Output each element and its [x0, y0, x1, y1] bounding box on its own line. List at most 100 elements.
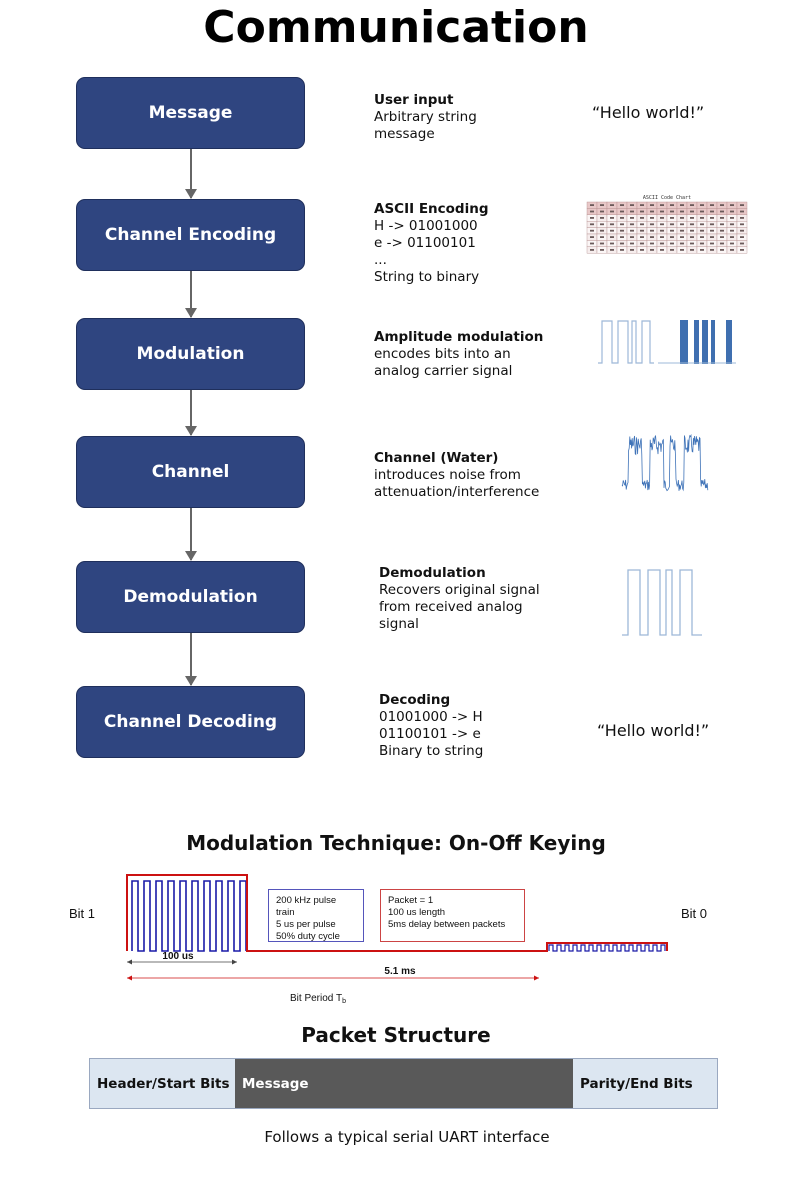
flow-arrow: [185, 508, 197, 561]
ascii-cell-glyph: [720, 204, 724, 206]
ascii-cell-glyph: [660, 229, 664, 232]
desc-line: String to binary: [374, 269, 480, 285]
ascii-cell-glyph: [640, 242, 644, 245]
desc-title: User input: [374, 92, 454, 108]
ascii-cell-glyph: [670, 242, 674, 245]
desc-line: message: [374, 126, 435, 142]
ascii-cell-glyph: [680, 236, 684, 238]
bit-period-text: Bit Period T: [290, 993, 342, 1004]
stage-demodulation: Demodulation: [76, 561, 305, 633]
dim-label-5-1ms: 5.1 ms: [384, 966, 416, 977]
ascii-cell-glyph: [590, 204, 594, 206]
ascii-cell-glyph: [700, 236, 704, 238]
desc-line: attenuation/interference: [374, 484, 540, 500]
ascii-cell-glyph: [740, 236, 744, 238]
ascii-cell-glyph: [730, 242, 734, 245]
ascii-cell-glyph: [600, 217, 604, 219]
ascii-cell-glyph: [620, 229, 624, 232]
ascii-cell-glyph: [710, 223, 714, 226]
ascii-cell-glyph: [640, 217, 644, 219]
ascii-cell-glyph: [620, 210, 624, 213]
ascii-cell-glyph: [670, 204, 674, 206]
ascii-cell-glyph: [680, 217, 684, 219]
ascii-cell-glyph: [640, 223, 644, 226]
ascii-cell-glyph: [610, 249, 614, 251]
info-line: 5 us per pulse: [276, 919, 336, 930]
info-line: 50% duty cycle: [276, 931, 340, 942]
ascii-cell-glyph: [720, 217, 724, 219]
ascii-cell-glyph: [600, 223, 604, 226]
desc-line: encodes bits into an: [374, 346, 511, 362]
desc-line: signal: [379, 616, 419, 632]
desc-line: Arbitrary string: [374, 109, 477, 125]
ascii-cell-glyph: [650, 210, 654, 213]
ascii-cell-glyph: [690, 223, 694, 226]
ascii-cell-glyph: [710, 204, 714, 206]
stage-message: Message: [76, 77, 305, 149]
ascii-cell-glyph: [710, 242, 714, 245]
ascii-cell-glyph: [630, 242, 634, 245]
ascii-cell-glyph: [700, 229, 704, 232]
ascii-cell-glyph: [680, 210, 684, 213]
ascii-cell-glyph: [690, 217, 694, 219]
ascii-cell-glyph: [590, 249, 594, 251]
ascii-cell-glyph: [620, 242, 624, 245]
desc-line: analog carrier signal: [374, 363, 513, 379]
ascii-cell-glyph: [710, 236, 714, 238]
desc-title: ASCII Encoding: [374, 201, 489, 217]
ascii-cell-glyph: [630, 217, 634, 219]
stage-modulation: Modulation: [76, 318, 305, 390]
ascii-cell-glyph: [600, 204, 604, 206]
ascii-cell-glyph: [710, 249, 714, 251]
packet-end-segment: Parity/End Bits: [573, 1059, 717, 1108]
ascii-cell-glyph: [690, 236, 694, 238]
ascii-cell-glyph: [690, 242, 694, 245]
ascii-cell-glyph: [620, 204, 624, 206]
ascii-cell-glyph: [700, 249, 704, 251]
ascii-cell-glyph: [630, 210, 634, 213]
square-wave: [598, 320, 654, 364]
ascii-cell-glyph: [700, 223, 704, 226]
ascii-cell-glyph: [620, 217, 624, 219]
info-line: 100 us length: [388, 907, 446, 918]
ascii-cell-glyph: [610, 223, 614, 226]
pulse-train-info: 200 kHz pulse train 5 us per pulse 50% d…: [268, 889, 364, 942]
ascii-cell-glyph: [590, 242, 594, 245]
ascii-cell-glyph: [730, 204, 734, 206]
noisy-signal-image: [621, 433, 709, 492]
ascii-cell-glyph: [660, 210, 664, 213]
packet-structure-title: Packet Structure: [301, 1023, 491, 1047]
ascii-cell-glyph: [630, 249, 634, 251]
info-line: Packet = 1: [388, 895, 434, 906]
bit1-label: Bit 1: [69, 906, 96, 921]
flow-arrow: [185, 271, 197, 318]
ascii-cell-glyph: [640, 204, 644, 206]
ascii-cell-glyph: [610, 236, 614, 238]
desc-line: H -> 01001000: [374, 218, 478, 234]
dim-label-100us: 100 us: [162, 951, 194, 962]
stage-channel: Channel: [76, 436, 305, 508]
desc-line: 01100101 -> e: [379, 726, 481, 742]
ascii-cell-glyph: [610, 210, 614, 213]
ascii-cell-glyph: [620, 223, 624, 226]
desc-decoding: Decoding 01001000 -> H 01100101 -> e Bin…: [379, 692, 483, 760]
ascii-cell-glyph: [660, 223, 664, 226]
pulse-train: [131, 880, 247, 952]
ascii-cell-glyph: [610, 242, 614, 245]
ascii-cell-glyph: [590, 223, 594, 226]
ascii-cell-glyph: [690, 249, 694, 251]
ascii-cell-glyph: [660, 249, 664, 251]
ascii-cell-glyph: [610, 217, 614, 219]
ascii-cell-glyph: [730, 249, 734, 251]
desc-line: introduces noise from: [374, 467, 521, 483]
ascii-cell-glyph: [710, 210, 714, 213]
ascii-cell-glyph: [730, 236, 734, 238]
ascii-chart-title: ASCII Code Chart: [643, 195, 691, 201]
ascii-cell-glyph: [740, 242, 744, 245]
ascii-cell-glyph: [720, 236, 724, 238]
ascii-cell-glyph: [680, 249, 684, 251]
ascii-cell-glyph: [590, 217, 594, 219]
ascii-cell-glyph: [650, 236, 654, 238]
ascii-cell-glyph: [730, 210, 734, 213]
ascii-cell-glyph: [590, 210, 594, 213]
